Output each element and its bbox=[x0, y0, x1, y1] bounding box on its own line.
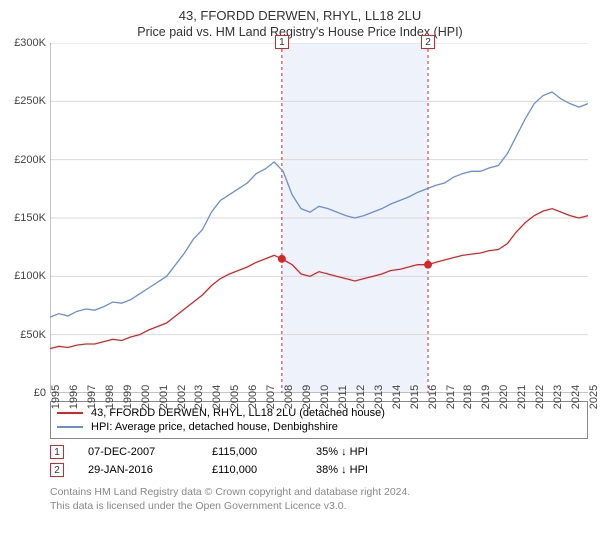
series-line-property bbox=[50, 209, 588, 349]
x-axis-label: 2025 bbox=[588, 385, 600, 409]
attribution-text: Contains HM Land Registry data © Crown c… bbox=[50, 485, 588, 513]
sale-marker-dot-1 bbox=[278, 255, 286, 263]
y-axis-label: £250K bbox=[14, 95, 46, 107]
x-axis-label: 2024 bbox=[570, 385, 582, 409]
x-axis-label: 2010 bbox=[319, 385, 331, 409]
x-axis-label: 2021 bbox=[516, 385, 528, 409]
sales-table: 1 07-DEC-2007 £115,000 35% ↓ HPI 2 29-JAN-201… bbox=[50, 443, 588, 479]
attribution-line-2: This data is licensed under the Open Gov… bbox=[50, 499, 588, 513]
chart-container: 43, FFORDD DERWEN, RHYL, LL18 2LU Price … bbox=[0, 0, 600, 560]
x-axis-label: 2012 bbox=[355, 385, 367, 409]
legend-swatch bbox=[57, 426, 83, 428]
attribution-line-1: Contains HM Land Registry data © Crown c… bbox=[50, 485, 588, 499]
x-axis-label: 1996 bbox=[68, 385, 80, 409]
y-axis-label: £200K bbox=[14, 154, 46, 166]
sale-row-marker: 2 bbox=[50, 463, 64, 477]
x-axis-label: 2007 bbox=[265, 385, 277, 409]
sale-date: 29-JAN-2016 bbox=[88, 464, 188, 476]
x-axis-label: 2004 bbox=[211, 385, 223, 409]
x-axis-label: 2000 bbox=[140, 385, 152, 409]
x-axis-label: 2001 bbox=[158, 385, 170, 409]
y-axis-label: £150K bbox=[14, 212, 46, 224]
x-axis-label: 2014 bbox=[391, 385, 403, 409]
legend-label: HPI: Average price, detached house, Denb… bbox=[91, 421, 338, 433]
series-line-hpi bbox=[50, 92, 588, 317]
x-axis-label: 2006 bbox=[247, 385, 259, 409]
x-axis-label: 2022 bbox=[534, 385, 546, 409]
sale-date: 07-DEC-2007 bbox=[88, 446, 188, 458]
legend-row: HPI: Average price, detached house, Denb… bbox=[57, 420, 581, 434]
chart-subtitle: Price paid vs. HM Land Registry's House … bbox=[0, 23, 600, 43]
x-axis-label: 1998 bbox=[104, 385, 116, 409]
sale-marker-box-1: 1 bbox=[275, 35, 289, 49]
x-axis-label: 2020 bbox=[498, 385, 510, 409]
x-axis-label: 2005 bbox=[229, 385, 241, 409]
sale-price: £115,000 bbox=[212, 446, 292, 458]
x-axis-label: 1999 bbox=[122, 385, 134, 409]
x-axis-label: 2008 bbox=[283, 385, 295, 409]
chart-svg bbox=[50, 43, 588, 393]
sale-marker-dot-2 bbox=[424, 261, 432, 269]
x-axis-label: 2013 bbox=[373, 385, 385, 409]
x-axis-label: 2009 bbox=[301, 385, 313, 409]
x-axis-label: 2015 bbox=[409, 385, 421, 409]
x-axis-label: 2018 bbox=[462, 385, 474, 409]
x-axis-label: 2011 bbox=[337, 385, 349, 409]
y-axis-label: £50K bbox=[20, 329, 46, 341]
y-axis-label: £0 bbox=[34, 387, 46, 399]
x-axis-label: 2023 bbox=[552, 385, 564, 409]
x-axis-label: 2003 bbox=[193, 385, 205, 409]
x-axis-label: 2002 bbox=[176, 385, 188, 409]
sale-row: 2 29-JAN-2016 £110,000 38% ↓ HPI bbox=[50, 461, 588, 479]
y-axis-label: £100K bbox=[14, 270, 46, 282]
y-axis-label: £300K bbox=[14, 37, 46, 49]
chart-title: 43, FFORDD DERWEN, RHYL, LL18 2LU bbox=[0, 0, 600, 23]
sale-delta: 38% ↓ HPI bbox=[316, 464, 368, 476]
sale-marker-box-2: 2 bbox=[421, 35, 435, 49]
sale-row: 1 07-DEC-2007 £115,000 35% ↓ HPI bbox=[50, 443, 588, 461]
x-axis-label: 2019 bbox=[480, 385, 492, 409]
x-axis-label: 1997 bbox=[86, 385, 98, 409]
sale-delta: 35% ↓ HPI bbox=[316, 446, 368, 458]
legend-swatch bbox=[57, 412, 83, 414]
x-axis-label: 1995 bbox=[50, 385, 62, 409]
x-axis-label: 2016 bbox=[427, 385, 439, 409]
chart-plot-area: £0£50K£100K£150K£200K£250K£300K199519961… bbox=[50, 43, 588, 393]
x-axis-label: 2017 bbox=[445, 385, 457, 409]
sale-row-marker: 1 bbox=[50, 445, 64, 459]
sale-price: £110,000 bbox=[212, 464, 292, 476]
